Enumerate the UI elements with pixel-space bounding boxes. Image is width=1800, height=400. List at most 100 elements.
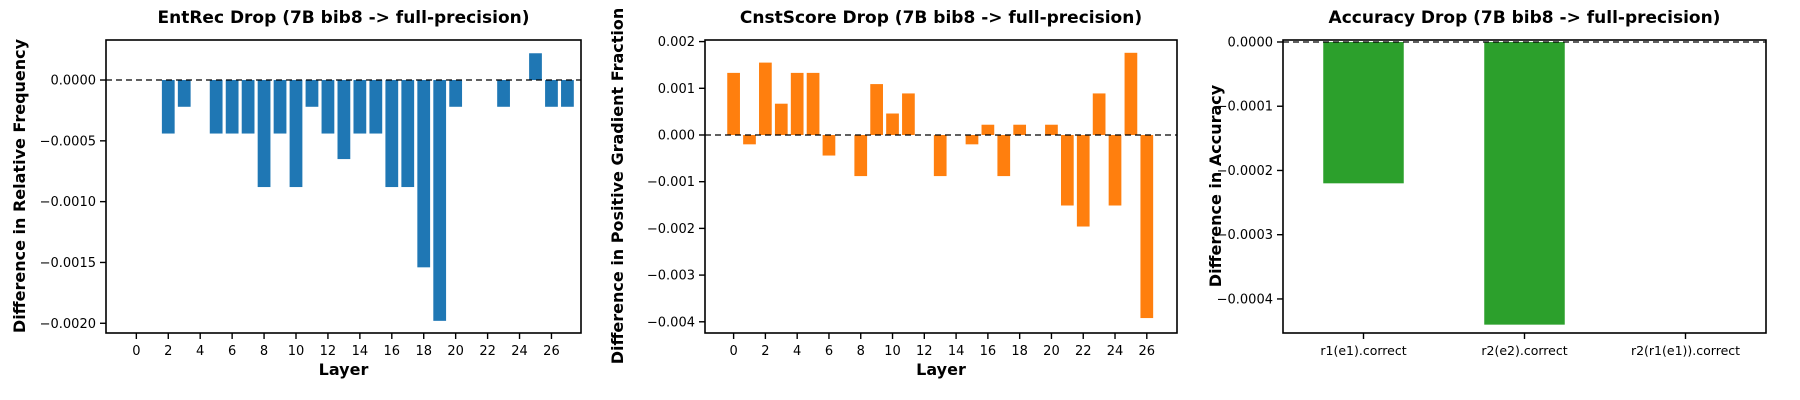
x-tick-label: 8 (857, 344, 865, 359)
bar (1013, 124, 1027, 135)
x-tick-label: 6 (228, 344, 236, 359)
bar (1092, 93, 1106, 135)
x-tick-label: 14 (352, 344, 369, 359)
bar (401, 80, 415, 188)
y-tick-label: −0.0020 (40, 317, 96, 332)
y-tick-label: −0.0002 (1217, 164, 1273, 179)
bar (1045, 124, 1058, 135)
bar (305, 80, 319, 107)
x-tick-label: r2(r1(e1)).correct (1631, 343, 1740, 358)
x-tick-label: 10 (288, 344, 305, 359)
bar (854, 134, 868, 177)
x-tick-label: 22 (1075, 344, 1092, 359)
bar (806, 72, 820, 135)
bar (545, 80, 558, 107)
chart2-title: CnstScore Drop (7B bib8 -> full-precisio… (739, 8, 1143, 28)
plot-border (105, 39, 582, 334)
x-tick-label: 20 (447, 344, 464, 359)
x-tick-label: 12 (916, 344, 933, 359)
bar (774, 103, 788, 135)
x-tick-label: 26 (1139, 344, 1156, 359)
bar (209, 80, 223, 134)
bar (981, 124, 995, 135)
y-tick-label: 0.0000 (51, 74, 97, 89)
bar (161, 80, 175, 134)
x-tick-label: 26 (543, 344, 560, 359)
bar (225, 80, 239, 134)
bar (902, 93, 915, 135)
y-tick-label: −0.003 (647, 269, 695, 284)
x-tick-label: 22 (479, 344, 496, 359)
x-tick-label: 20 (1043, 344, 1060, 359)
bar (965, 134, 979, 145)
y-tick-label: 0.000 (658, 128, 695, 143)
y-tick-label: −0.0015 (40, 256, 96, 271)
bar (1484, 41, 1565, 325)
x-tick-label: r2(e2).correct (1481, 343, 1567, 358)
bar (561, 80, 574, 107)
bar (997, 134, 1011, 177)
x-tick-label: 14 (948, 344, 965, 359)
bar (790, 72, 804, 135)
y-tick-label: −0.001 (647, 175, 695, 190)
x-tick-label: 4 (793, 344, 801, 359)
bar (241, 80, 255, 134)
y-tick-label: −0.004 (647, 315, 695, 330)
x-tick-label: 4 (196, 344, 204, 359)
chart1-title: EntRec Drop (7B bib8 -> full-precision) (157, 8, 530, 28)
y-tick-label: 0.002 (658, 35, 695, 50)
bar (177, 80, 191, 107)
bar (933, 134, 947, 177)
x-tick-label: 0 (729, 344, 737, 359)
bar (743, 134, 756, 145)
chart1-xlabel: Layer (318, 360, 369, 379)
bar (433, 80, 447, 321)
bar (449, 80, 463, 107)
bar (727, 72, 740, 135)
bar (1323, 41, 1404, 184)
x-tick-label: 16 (384, 344, 401, 359)
x-tick-label: 18 (1011, 344, 1028, 359)
y-tick-label: −0.0005 (40, 134, 96, 149)
x-tick-label: 12 (320, 344, 337, 359)
bar (886, 113, 899, 135)
bar (1108, 134, 1122, 206)
bar (369, 80, 383, 134)
y-tick-label: −0.0003 (1217, 228, 1273, 243)
x-tick-label: 0 (132, 344, 140, 359)
x-tick-label: 18 (415, 344, 432, 359)
chart3-title: Accuracy Drop (7B bib8 -> full-precision… (1328, 8, 1721, 28)
y-tick-label: 0.001 (658, 82, 695, 97)
x-tick-label: 2 (164, 344, 172, 359)
bar (497, 80, 510, 107)
y-tick-label: 0.0000 (1228, 35, 1274, 50)
bar (289, 80, 303, 188)
plot-border (704, 39, 1178, 334)
bar (321, 80, 335, 134)
bar (1140, 134, 1154, 319)
bar (257, 80, 271, 188)
bar (337, 80, 351, 160)
bar (870, 84, 883, 135)
chart2-xlabel: Layer (916, 360, 966, 379)
x-tick-label: 24 (511, 344, 528, 359)
bar (417, 80, 431, 268)
x-tick-label: 10 (884, 344, 901, 359)
y-tick-label: −0.0004 (1217, 292, 1273, 307)
bar (759, 62, 772, 135)
y-tick-label: −0.0010 (40, 195, 96, 210)
bar (1124, 52, 1138, 135)
bar (273, 80, 287, 134)
x-tick-label: 16 (980, 344, 997, 359)
bar (529, 53, 542, 81)
bar (1060, 134, 1074, 206)
chart-2: 0.002 0.001 0.000 −0.001 −0.002 −0.003 −0.004 0… (647, 35, 1178, 359)
y-tick-label: −0.0001 (1217, 100, 1273, 115)
x-tick-label: 6 (825, 344, 833, 359)
x-tick-label: 24 (1107, 344, 1124, 359)
chart-3: 0.0000 −0.0001 −0.0002 −0.0003 −0.0004 r1(e1)… (1217, 35, 1767, 358)
y-tick-label: −0.002 (647, 222, 695, 237)
